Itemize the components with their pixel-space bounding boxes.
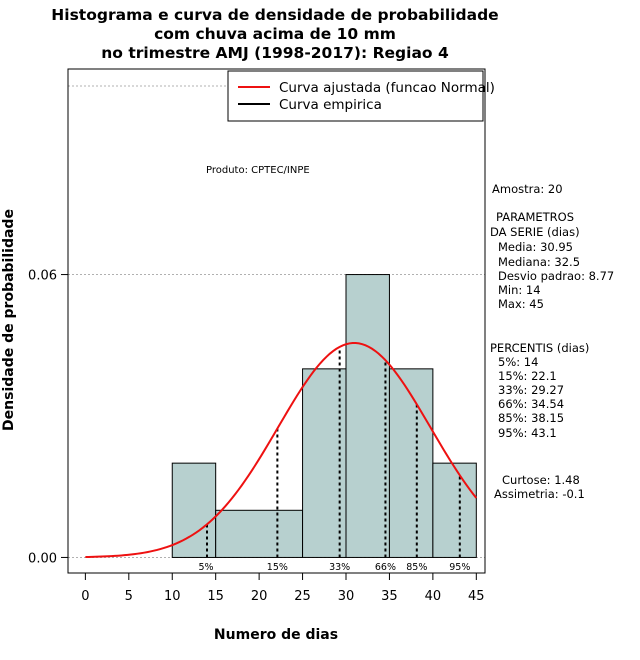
percentile-label-3: 66% xyxy=(375,562,396,573)
y-tick-label-0: 0.00 xyxy=(28,551,57,566)
fitted-normal-curve xyxy=(85,342,478,559)
y-axis: 0.00 0.06 xyxy=(28,269,68,566)
x-tick-label-3: 15 xyxy=(207,589,224,604)
chart-title-line-3: no trimestre AMJ (1998-2017): Regiao 4 xyxy=(101,44,449,62)
legend-empirical-label: Curva empirica xyxy=(279,97,382,113)
x-tick-label-0: 0 xyxy=(81,589,89,604)
histogram-bar-5 xyxy=(432,462,477,558)
stat-curtose: Curtose: 1.48 xyxy=(502,473,580,487)
stat-p33: 33%: 29.27 xyxy=(498,383,564,397)
percentile-label-0: 5% xyxy=(198,562,213,573)
x-tick-label-5: 25 xyxy=(294,589,311,604)
stat-percentis-header: PERCENTIS (dias) xyxy=(490,341,589,355)
legend: Curva ajustada (funcao Normal) Curva emp… xyxy=(227,70,495,122)
x-tick-label-4: 20 xyxy=(251,589,268,604)
histogram-bar-4 xyxy=(388,368,434,558)
y-tick-label-1: 0.06 xyxy=(28,269,57,284)
stat-sample: Amostra: 20 xyxy=(492,182,563,196)
stat-p66: 66%: 34.54 xyxy=(498,397,564,411)
chart-title-line-2: com chuva acima de 10 mm xyxy=(154,25,396,43)
x-tick-label-8: 40 xyxy=(425,589,442,604)
chart-title-line-1: Histograma e curva de densidade de proba… xyxy=(51,6,498,24)
x-tick-label-9: 45 xyxy=(468,589,485,604)
percentile-label-5: 95% xyxy=(449,562,470,573)
percentile-lines: 5% 15% 33% 66% 85% 95% xyxy=(198,346,470,573)
histogram-bar-0 xyxy=(171,462,217,558)
stat-p95: 95%: 43.1 xyxy=(498,426,557,440)
stat-p5: 5%: 14 xyxy=(498,355,538,369)
stat-max: Max: 45 xyxy=(498,297,544,311)
stat-media: Media: 30.95 xyxy=(498,240,573,254)
x-tick-label-6: 30 xyxy=(338,589,355,604)
stat-desvio: Desvio padrao: 8.77 xyxy=(498,269,614,283)
stat-p85: 85%: 38.15 xyxy=(498,411,564,425)
stats-panel: Amostra: 20 PARAMETROS DA SERIE (dias) M… xyxy=(490,182,614,501)
x-tick-label-2: 10 xyxy=(164,589,181,604)
product-note: Produto: CPTEC/INPE xyxy=(206,165,310,176)
stat-p15: 15%: 22.1 xyxy=(498,369,557,383)
x-tick-label-1: 5 xyxy=(125,589,133,604)
percentile-label-4: 85% xyxy=(406,562,427,573)
x-axis: 0 5 10 15 20 25 30 35 40 45 xyxy=(81,572,485,604)
stat-params-header-2: DA SERIE (dias) xyxy=(490,225,580,239)
stat-params-header-1: PARAMETROS xyxy=(496,210,574,224)
histogram-bar-1 xyxy=(215,509,304,558)
x-tick-label-7: 35 xyxy=(381,589,398,604)
percentile-label-1: 15% xyxy=(267,562,288,573)
stat-assimetria: Assimetria: -0.1 xyxy=(494,487,585,501)
legend-box xyxy=(227,70,484,122)
histogram-bar-3 xyxy=(345,274,390,558)
legend-fitted-label: Curva ajustada (funcao Normal) xyxy=(279,80,495,96)
y-axis-title: Densidade de probabilidade xyxy=(1,209,17,431)
percentile-label-2: 33% xyxy=(329,562,350,573)
histogram-bar-2 xyxy=(302,368,347,558)
stat-min: Min: 14 xyxy=(498,283,541,297)
x-axis-title: Numero de dias xyxy=(214,627,338,643)
stat-mediana: Mediana: 32.5 xyxy=(498,255,580,269)
